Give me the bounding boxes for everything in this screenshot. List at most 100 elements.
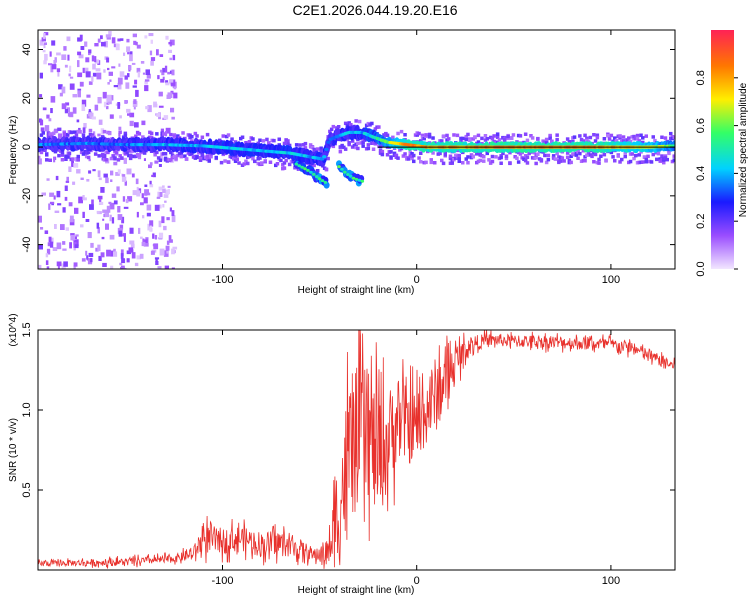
spectral-halo <box>448 156 453 161</box>
spectral-halo <box>499 155 503 160</box>
spectral-halo <box>613 159 617 163</box>
noise-speck <box>150 250 155 255</box>
noise-speck <box>88 53 91 56</box>
noise-speck <box>82 211 85 218</box>
noise-speck <box>63 46 67 51</box>
spectral-halo <box>181 131 185 135</box>
branch-core <box>340 167 344 171</box>
noise-speck <box>90 242 94 248</box>
spectral-halo <box>148 135 152 140</box>
spectral-halo <box>585 136 589 140</box>
noise-speck <box>132 85 137 88</box>
noise-speck <box>113 161 118 166</box>
spectral-halo <box>672 154 675 158</box>
noise-speck <box>83 123 87 129</box>
noise-speck <box>45 253 49 258</box>
spectral-halo <box>190 151 194 156</box>
spectral-halo <box>433 161 437 165</box>
noise-speck <box>172 54 176 61</box>
spectral-halo <box>593 139 598 143</box>
spectral-halo <box>324 167 329 172</box>
spectral-halo <box>60 150 65 154</box>
snr-x-ticks: -100 0 100 <box>211 330 620 587</box>
noise-speck <box>144 81 148 85</box>
spectral-halo <box>469 153 474 157</box>
noise-speck <box>58 84 63 90</box>
spectral-halo <box>64 157 68 161</box>
spectral-halo <box>567 140 572 144</box>
noise-speck <box>124 75 128 80</box>
noise-speck <box>158 105 164 108</box>
noise-speck <box>87 232 92 239</box>
noise-speck <box>144 184 148 187</box>
spectral-halo <box>240 135 245 139</box>
spectral-halo <box>329 127 334 132</box>
spectral-halo <box>298 143 302 147</box>
spectral-halo <box>326 156 330 161</box>
noise-speck <box>155 261 159 265</box>
noise-speck <box>118 63 121 67</box>
noise-speck <box>152 172 156 178</box>
spectral-halo <box>60 153 65 157</box>
noise-speck <box>76 119 80 123</box>
noise-speck <box>85 219 90 222</box>
spectral-halo <box>71 157 75 161</box>
spectral-halo <box>429 158 433 162</box>
noise-speck <box>65 180 70 183</box>
spectral-halo <box>204 155 208 159</box>
noise-speck <box>85 250 88 256</box>
spectral-halo <box>396 131 400 136</box>
noise-speck <box>98 177 102 181</box>
spectral-halo <box>618 160 622 164</box>
noise-speck <box>126 108 131 113</box>
noise-speck <box>82 67 85 73</box>
spectral-halo <box>205 132 210 137</box>
spectral-halo <box>417 156 421 160</box>
noise-speck <box>142 215 145 219</box>
noise-speck <box>57 265 60 269</box>
spectral-halo <box>480 154 484 158</box>
spectral-halo <box>490 137 495 141</box>
noise-speck <box>40 227 44 230</box>
noise-speck <box>136 44 141 49</box>
spectral-halo <box>319 149 323 153</box>
spectral-halo <box>632 156 636 161</box>
noise-speck <box>70 234 75 241</box>
spectral-halo <box>663 156 668 160</box>
spectral-halo <box>155 132 159 136</box>
branch-core <box>312 172 316 176</box>
spectral-halo <box>235 157 239 161</box>
y-tick-label: 1.5 <box>21 322 33 337</box>
spectral-halo <box>560 156 565 160</box>
noise-speck <box>85 71 91 78</box>
noise-speck <box>38 244 43 250</box>
spectral-halo <box>480 136 484 141</box>
spectral-halo <box>466 161 470 165</box>
noise-speck <box>109 202 115 210</box>
spectral-halo <box>637 139 641 143</box>
spectral-halo <box>403 133 407 137</box>
noise-speck <box>129 51 133 58</box>
spectral-halo <box>588 135 593 140</box>
spectral-halo <box>282 161 287 165</box>
noise-speck <box>163 250 169 257</box>
noise-speck <box>66 176 69 182</box>
noise-speck <box>162 185 165 188</box>
noise-speck <box>120 267 125 269</box>
spectral-halo <box>495 132 500 136</box>
noise-speck <box>69 242 72 249</box>
noise-speck <box>122 196 126 202</box>
spectral-halo <box>223 151 227 156</box>
noise-speck <box>91 55 95 62</box>
snr-x-axis-label: Height of straight line (km) <box>298 585 415 596</box>
noise-speck <box>47 242 52 247</box>
spectral-halo <box>592 160 596 164</box>
noise-speck <box>145 106 149 110</box>
spectral-halo <box>223 159 227 163</box>
noise-speck <box>109 79 112 82</box>
spectral-halo <box>174 156 178 161</box>
spectral-halo <box>646 154 650 159</box>
noise-speck <box>118 126 122 131</box>
ridge-core <box>319 157 325 161</box>
